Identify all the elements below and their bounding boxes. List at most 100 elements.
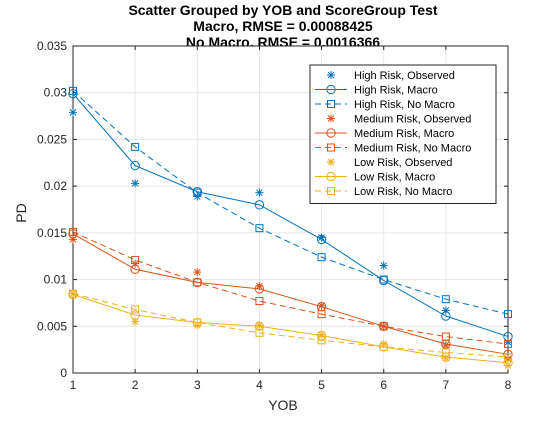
legend-item: Medium Risk, No Macro [315, 143, 471, 155]
data-point [504, 310, 512, 319]
data-point [379, 261, 388, 270]
data-point [379, 322, 388, 331]
data-point-stroke [256, 282, 263, 290]
legend-label: Medium Risk, Macro [354, 128, 454, 140]
legend-label: Low Risk, Macro [354, 172, 435, 184]
legend-label: Medium Risk, Observed [354, 114, 471, 126]
legend: High Risk, Observed High Risk, Macro High … [309, 64, 497, 204]
y-axis-label: PD [13, 203, 29, 222]
series-2 [69, 86, 512, 319]
data-point [131, 255, 140, 264]
series-line [72, 93, 509, 338]
legend-marker-swatch [327, 143, 335, 152]
data-point-stroke [69, 290, 77, 297]
y-tick-label: 0.025 [37, 132, 67, 146]
data-point-stroke [504, 362, 512, 369]
data-point [317, 336, 326, 345]
x-axis-label: YOB [268, 397, 298, 413]
legend-marker-swatch [326, 128, 336, 138]
y-tick-label: 0.02 [44, 179, 68, 193]
legend-item: Low Risk, No Macro [315, 186, 452, 198]
data-point [317, 310, 326, 319]
y-tick-label: 0.01 [44, 273, 68, 287]
chart-title-line-2: Macro, RMSE = 0.00088425 [193, 18, 373, 34]
data-point [68, 88, 78, 99]
series-line [72, 233, 509, 355]
y-tick-label: 0.005 [37, 319, 67, 333]
legend-marker-swatch-stroke [327, 115, 335, 122]
data-point [504, 353, 512, 362]
data-point [131, 142, 140, 151]
y-tick-label: 0 [60, 366, 67, 380]
data-point-stroke [256, 321, 263, 329]
data-point [254, 200, 265, 210]
legend-marker-swatch-stroke [327, 158, 335, 166]
data-point [379, 275, 388, 284]
legend-marker-swatch [327, 100, 335, 108]
legend-marker-swatch [327, 158, 335, 166]
series-7 [68, 289, 513, 368]
series-line [72, 90, 509, 315]
data-point [255, 328, 264, 337]
x-tick-label: 5 [318, 378, 325, 392]
data-point [316, 234, 327, 245]
data-point [504, 340, 512, 349]
data-point [503, 358, 513, 368]
legend-item: Medium Risk, Observed [327, 114, 471, 126]
legend-item: High Risk, No Macro [315, 99, 455, 111]
series-line [72, 294, 509, 364]
legend-label: High Risk, Macro [354, 85, 438, 97]
legend-marker-swatch [326, 171, 336, 182]
data-point [193, 278, 202, 287]
y-tick-label: 0.03 [44, 86, 68, 100]
data-point [441, 332, 450, 341]
data-point [504, 361, 512, 370]
legend-item: Low Risk, Macro [315, 172, 435, 184]
data-point-stroke [442, 341, 450, 349]
legend-marker-swatch [326, 84, 336, 95]
y-tick-label: 0.015 [37, 226, 67, 240]
data-point [317, 253, 326, 262]
data-point [130, 310, 140, 320]
legend-label: High Risk, No Macro [354, 99, 455, 111]
data-point [131, 305, 140, 314]
data-point [69, 289, 77, 298]
series-5 [69, 227, 512, 349]
data-point-stroke [193, 321, 201, 329]
data-point-stroke [131, 318, 139, 325]
data-point-stroke [318, 302, 325, 310]
data-point [255, 224, 264, 233]
data-point [255, 188, 264, 197]
y-tick-label: 0.035 [37, 39, 67, 53]
series-6 [69, 289, 512, 370]
legend-label: High Risk, Observed [354, 70, 455, 82]
data-point [130, 160, 140, 171]
legend-box [309, 64, 497, 204]
data-point-stroke [131, 179, 139, 187]
x-tick-label: 4 [256, 378, 263, 392]
data-point [131, 179, 140, 188]
x-tick-label: 7 [443, 378, 450, 392]
data-point [69, 227, 77, 236]
legend-label: Low Risk, No Macro [354, 186, 452, 198]
data-point [379, 342, 388, 351]
data-point [193, 188, 202, 197]
chart-title: Scatter Grouped by YOB and ScoreGroup Te… [128, 2, 437, 50]
x-tick-label: 2 [132, 378, 139, 392]
data-point [254, 284, 265, 294]
legend-marker-swatch [327, 187, 335, 195]
legend-label: Low Risk, Observed [354, 157, 452, 169]
data-point [193, 268, 202, 277]
series-line [72, 231, 509, 345]
data-point [69, 86, 77, 95]
data-point [441, 311, 451, 321]
data-point [254, 321, 265, 331]
series-8 [69, 289, 512, 362]
legend-label: Medium Risk, No Macro [354, 143, 471, 155]
x-tick-label: 1 [70, 378, 77, 392]
data-point [255, 297, 264, 306]
x-tick-label: 3 [194, 378, 201, 392]
legend-item: High Risk, Macro [315, 85, 438, 97]
data-point [69, 289, 77, 298]
